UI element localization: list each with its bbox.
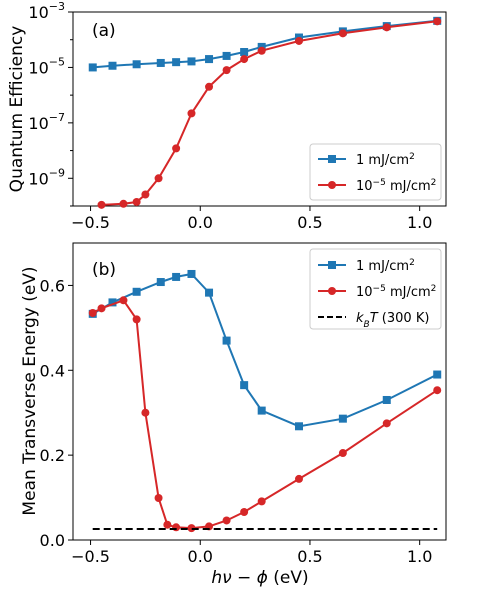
b-point-1-16 bbox=[433, 386, 442, 395]
a-ytick-label-1: 10−7 bbox=[28, 111, 65, 133]
b-point-1-14 bbox=[338, 449, 347, 458]
a-point-1-9 bbox=[240, 55, 249, 64]
a-xtick-label-2: 0.5 bbox=[297, 213, 322, 232]
legend-b-marker-0 bbox=[328, 261, 336, 269]
legend-b-entry-2: kBT (300 K) bbox=[356, 311, 429, 330]
a-point-1-11 bbox=[294, 36, 303, 45]
a-point-1-4 bbox=[154, 174, 163, 183]
panel-a-frame bbox=[72, 11, 447, 207]
b-ytick-label-1: 0.2 bbox=[40, 446, 65, 465]
a-point-1-10 bbox=[257, 46, 266, 55]
a-point-0-6 bbox=[205, 55, 214, 64]
legend-b-marker-1 bbox=[328, 287, 336, 295]
a-ytick-label-3: 10−3 bbox=[28, 0, 65, 22]
b-ytick-label-2: 0.4 bbox=[40, 361, 65, 380]
b-point-0-11 bbox=[338, 414, 347, 423]
legend-a-entry-0: 1 mJ/cm2 bbox=[356, 152, 415, 168]
b-point-0-10 bbox=[294, 422, 303, 431]
b-xtick-label-1: 0.0 bbox=[188, 547, 213, 566]
a-xtick-label-0: −0.5 bbox=[71, 213, 110, 232]
a-xtick-label-1: 0.0 bbox=[188, 213, 213, 232]
a-point-0-2 bbox=[132, 60, 141, 69]
legend-a-entry-1: 10−5 mJ/cm2 bbox=[356, 178, 436, 194]
b-ytick-label-3: 0.6 bbox=[40, 276, 65, 295]
a-point-1-1 bbox=[119, 199, 128, 208]
a-point-1-8 bbox=[222, 66, 231, 75]
legend-b-entry-0: 1 mJ/cm2 bbox=[356, 258, 415, 274]
a-point-1-6 bbox=[187, 109, 196, 118]
b-point-0-13 bbox=[433, 370, 442, 379]
b-xtick-label-2: 0.5 bbox=[297, 547, 322, 566]
a-point-1-7 bbox=[205, 82, 214, 91]
panel-a-label: (a) bbox=[92, 21, 116, 41]
b-point-1-7 bbox=[172, 523, 181, 532]
b-series-line-0 bbox=[92, 272, 438, 428]
b-point-1-13 bbox=[294, 474, 303, 483]
a-ytick-label-0: 10−9 bbox=[28, 166, 65, 188]
b-ytick-label-0: 0.0 bbox=[40, 531, 65, 550]
a-point-1-14 bbox=[433, 17, 442, 26]
b-point-0-4 bbox=[172, 272, 181, 281]
panel-b-y-axis: 0.0 0.2 0.4 0.6 bbox=[40, 276, 73, 550]
panel-a-ylabel: Quantum Efficiency bbox=[7, 26, 27, 193]
b-point-1-10 bbox=[222, 516, 231, 525]
a-series-line-0 bbox=[92, 19, 438, 69]
b-point-0-8 bbox=[240, 381, 249, 390]
a-ytick-label-2: 10−5 bbox=[28, 55, 65, 77]
panel-b-legend-frame bbox=[309, 248, 442, 330]
b-point-0-7 bbox=[222, 336, 231, 345]
b-point-0-3 bbox=[156, 278, 165, 287]
panel-a-y-axis: 10−9 10−7 10−5 10−3 bbox=[28, 0, 73, 207]
a-point-1-2 bbox=[132, 197, 141, 206]
b-point-1-5 bbox=[154, 493, 163, 502]
b-point-1-8 bbox=[187, 524, 196, 533]
b-point-0-2 bbox=[132, 287, 141, 296]
a-point-0-4 bbox=[172, 58, 181, 67]
a-point-0-1 bbox=[108, 61, 117, 70]
legend-a-marker-0 bbox=[328, 155, 336, 163]
b-point-1-4 bbox=[141, 408, 150, 417]
b-xtick-label-0: −0.5 bbox=[71, 547, 110, 566]
panel-b-xlabel: hν − ϕ (eV) bbox=[211, 568, 308, 588]
b-point-1-1 bbox=[97, 304, 106, 313]
b-xtick-label-3: 1.0 bbox=[407, 547, 432, 566]
panel-a-x-axis: −0.5 0.0 0.5 1.0 bbox=[71, 206, 432, 232]
a-point-1-5 bbox=[172, 144, 181, 153]
b-point-1-12 bbox=[257, 497, 266, 506]
panel-b-frame bbox=[72, 242, 447, 541]
a-point-0-7 bbox=[222, 51, 231, 60]
panel-b: (b) Mean Transverse Energy (eV) hν − ϕ (… bbox=[20, 242, 447, 588]
b-point-1-11 bbox=[240, 507, 249, 516]
panel-b-series bbox=[88, 269, 442, 533]
b-point-1-0 bbox=[88, 309, 97, 318]
a-point-1-0 bbox=[97, 200, 106, 209]
panel-a-legend: 1 mJ/cm2 10−5 mJ/cm2 bbox=[309, 143, 442, 201]
legend-b-entry-1: 10−5 mJ/cm2 bbox=[356, 284, 436, 300]
b-point-0-6 bbox=[205, 288, 214, 297]
panel-b-legend: 1 mJ/cm2 10−5 mJ/cm2 kBT (300 K) bbox=[309, 248, 442, 330]
panel-a-series bbox=[88, 16, 442, 209]
a-point-1-3 bbox=[141, 190, 150, 199]
legend-a-marker-1 bbox=[328, 181, 336, 189]
a-point-0-3 bbox=[156, 58, 165, 67]
a-point-1-13 bbox=[382, 23, 391, 32]
b-point-1-3 bbox=[132, 315, 141, 324]
panel-a: (a) Quantum Efficiency −0.5 0.0 0.5 1.0 10−… bbox=[7, 0, 447, 232]
a-point-1-12 bbox=[338, 29, 347, 38]
a-point-0-5 bbox=[187, 57, 196, 66]
b-point-1-6 bbox=[163, 520, 172, 529]
a-point-0-0 bbox=[88, 63, 97, 72]
a-point-0-8 bbox=[240, 48, 249, 57]
b-point-0-5 bbox=[187, 269, 196, 278]
b-point-1-15 bbox=[382, 419, 391, 428]
panel-b-label: (b) bbox=[92, 260, 116, 280]
panel-b-x-axis: −0.5 0.0 0.5 1.0 bbox=[71, 540, 432, 566]
b-point-1-2 bbox=[119, 296, 128, 305]
b-point-0-12 bbox=[382, 395, 391, 404]
b-point-0-1 bbox=[108, 298, 117, 307]
panel-b-ylabel: Mean Transverse Energy (eV) bbox=[20, 266, 40, 515]
b-point-0-9 bbox=[257, 406, 266, 415]
a-xtick-label-3: 1.0 bbox=[407, 213, 432, 232]
